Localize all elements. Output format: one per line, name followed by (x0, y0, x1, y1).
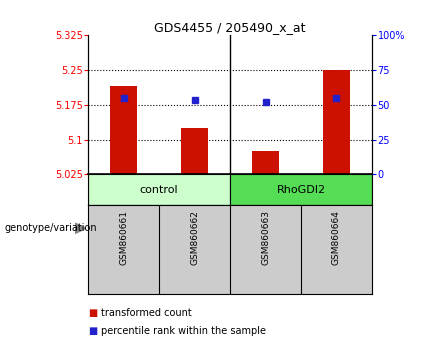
Text: RhoGDI2: RhoGDI2 (276, 185, 326, 195)
Bar (323, 70, 350, 175)
Text: GSM860661: GSM860661 (119, 210, 128, 265)
Text: GSM860664: GSM860664 (332, 210, 341, 265)
Text: ■: ■ (88, 326, 98, 336)
Bar (252, 151, 279, 175)
Bar (88, 175, 230, 205)
Bar (230, 175, 372, 205)
Text: percentile rank within the sample: percentile rank within the sample (101, 326, 266, 336)
Text: ■: ■ (88, 308, 98, 318)
Text: control: control (140, 185, 178, 195)
Title: GDS4455 / 205490_x_at: GDS4455 / 205490_x_at (154, 21, 306, 34)
Polygon shape (75, 223, 86, 233)
Text: GSM860663: GSM860663 (261, 210, 270, 265)
Bar (110, 86, 137, 175)
Text: genotype/variation: genotype/variation (4, 223, 97, 233)
Text: GSM860662: GSM860662 (190, 210, 199, 265)
Bar (181, 128, 208, 175)
Text: transformed count: transformed count (101, 308, 192, 318)
